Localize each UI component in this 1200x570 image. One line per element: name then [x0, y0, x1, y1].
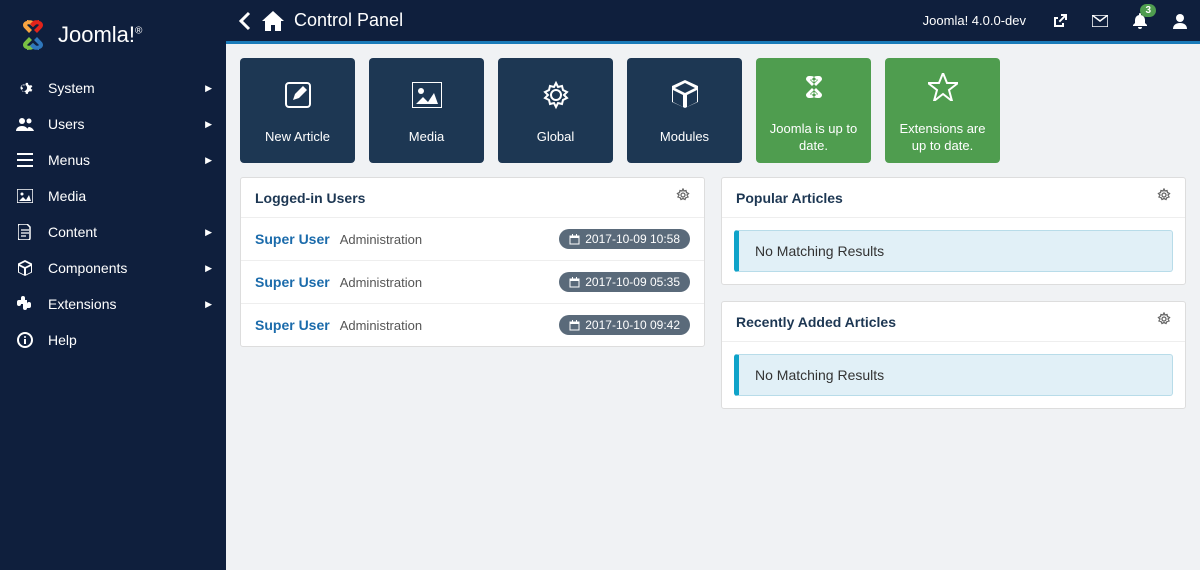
sidebar-item-label: Content	[48, 224, 97, 240]
sidebar-item-label: Users	[48, 116, 85, 132]
cube-icon	[14, 260, 36, 276]
sidebar-item-label: Media	[48, 188, 86, 204]
user-link[interactable]: Super User	[255, 231, 330, 247]
timestamp-pill: 2017-10-09 05:35	[559, 272, 690, 292]
user-role: Administration	[340, 318, 560, 333]
gear-icon	[541, 75, 571, 115]
calendar-icon	[569, 320, 580, 331]
sidebar-item-users[interactable]: Users ▶	[0, 106, 226, 142]
tile-media[interactable]: Media	[369, 58, 484, 163]
sidebar-item-components[interactable]: Components ▶	[0, 250, 226, 286]
panel-body: Super User Administration 2017-10-09 10:…	[241, 218, 704, 346]
panel-logged-in-users: Logged-in Users Super User Administratio…	[240, 177, 705, 347]
user-row: Super User Administration 2017-10-09 10:…	[241, 218, 704, 261]
user-link[interactable]: Super User	[255, 317, 330, 333]
content: New Article Media Global Modules Joomla …	[226, 44, 1200, 570]
user-role: Administration	[340, 232, 560, 247]
pencil-icon	[283, 75, 313, 115]
back-button[interactable]	[226, 11, 262, 31]
tile-joomla-uptodate[interactable]: Joomla is up to date.	[756, 58, 871, 163]
sidebar-item-label: Menus	[48, 152, 90, 168]
tile-modules[interactable]: Modules	[627, 58, 742, 163]
sidebar-item-content[interactable]: Content ▶	[0, 214, 226, 250]
chevron-right-icon: ▶	[205, 83, 212, 94]
panel-popular-articles: Popular Articles No Matching Results	[721, 177, 1186, 285]
panel-recent-articles: Recently Added Articles No Matching Resu…	[721, 301, 1186, 409]
tile-global[interactable]: Global	[498, 58, 613, 163]
user-row: Super User Administration 2017-10-10 09:…	[241, 304, 704, 346]
messages-button[interactable]	[1080, 0, 1120, 41]
sidebar-item-menus[interactable]: Menus ▶	[0, 142, 226, 178]
user-link[interactable]: Super User	[255, 274, 330, 290]
home-icon	[262, 11, 284, 31]
calendar-icon	[569, 277, 580, 288]
tile-label: New Article	[265, 129, 330, 146]
logo-text: Joomla!®	[58, 22, 142, 48]
notifications-button[interactable]: 3	[1120, 0, 1160, 41]
chevron-right-icon: ▶	[205, 119, 212, 130]
panel-title: Logged-in Users	[255, 190, 676, 206]
sidebar-item-label: System	[48, 80, 95, 96]
gear-icon	[14, 80, 36, 96]
user-row: Super User Administration 2017-10-09 05:…	[241, 261, 704, 304]
panel-settings-button[interactable]	[676, 188, 690, 207]
panel-settings-button[interactable]	[1157, 312, 1171, 331]
sidebar: Joomla!® System ▶ Users ▶ Menus ▶ Media …	[0, 0, 226, 570]
empty-message: No Matching Results	[734, 354, 1173, 396]
tile-label: Media	[409, 129, 444, 146]
file-icon	[14, 224, 36, 240]
chevron-right-icon: ▶	[205, 263, 212, 274]
sidebar-item-label: Components	[48, 260, 127, 276]
joomla-logo-icon	[16, 18, 50, 52]
topbar-right: Joomla! 4.0.0-dev 3	[909, 0, 1200, 41]
info-icon	[14, 332, 36, 348]
users-icon	[14, 117, 36, 131]
sidebar-item-help[interactable]: Help	[0, 322, 226, 358]
empty-message: No Matching Results	[734, 230, 1173, 272]
main: Control Panel Joomla! 4.0.0-dev 3 New	[226, 0, 1200, 570]
tile-label: Modules	[660, 129, 709, 146]
star-icon	[928, 67, 958, 107]
user-menu-button[interactable]	[1160, 0, 1200, 41]
chevron-right-icon: ▶	[205, 299, 212, 310]
tile-label: Joomla is up to date.	[764, 121, 863, 155]
chevron-right-icon: ▶	[205, 155, 212, 166]
panel-settings-button[interactable]	[1157, 188, 1171, 207]
joomla-icon	[799, 67, 829, 107]
timestamp-pill: 2017-10-10 09:42	[559, 315, 690, 335]
cube-icon	[671, 75, 699, 115]
tile-label: Global	[537, 129, 575, 146]
panel-title: Popular Articles	[736, 190, 1157, 206]
panel-title: Recently Added Articles	[736, 314, 1157, 330]
list-icon	[14, 153, 36, 167]
notification-badge: 3	[1140, 4, 1156, 17]
sidebar-item-label: Extensions	[48, 296, 116, 312]
sidebar-item-system[interactable]: System ▶	[0, 70, 226, 106]
topbar: Control Panel Joomla! 4.0.0-dev 3	[226, 0, 1200, 44]
chevron-right-icon: ▶	[205, 227, 212, 238]
tile-extensions-uptodate[interactable]: Extensions are up to date.	[885, 58, 1000, 163]
panels: Logged-in Users Super User Administratio…	[240, 177, 1186, 409]
external-link-button[interactable]	[1040, 0, 1080, 41]
tile-label: Extensions are up to date.	[893, 121, 992, 155]
logo[interactable]: Joomla!®	[0, 0, 226, 70]
image-icon	[412, 75, 442, 115]
sidebar-item-extensions[interactable]: Extensions ▶	[0, 286, 226, 322]
sidebar-item-media[interactable]: Media	[0, 178, 226, 214]
quick-tiles: New Article Media Global Modules Joomla …	[240, 58, 1186, 163]
timestamp-pill: 2017-10-09 10:58	[559, 229, 690, 249]
puzzle-icon	[14, 296, 36, 312]
version-label: Joomla! 4.0.0-dev	[909, 13, 1040, 28]
sidebar-nav: System ▶ Users ▶ Menus ▶ Media Content ▶…	[0, 70, 226, 358]
calendar-icon	[569, 234, 580, 245]
sidebar-item-label: Help	[48, 332, 77, 348]
image-icon	[14, 189, 36, 203]
page-title: Control Panel	[262, 10, 403, 31]
tile-new-article[interactable]: New Article	[240, 58, 355, 163]
user-role: Administration	[340, 275, 560, 290]
